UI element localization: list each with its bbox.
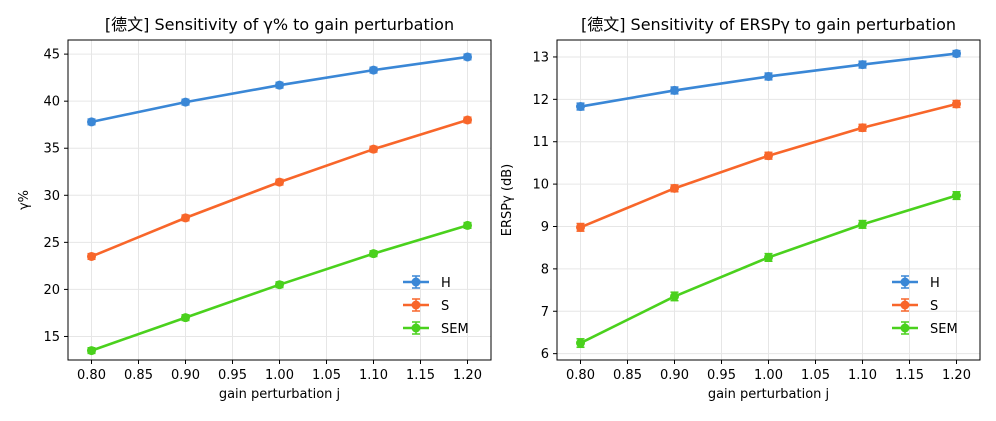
x-tick-label: 0.80 xyxy=(566,368,595,383)
y-tick-label: 15 xyxy=(43,330,60,345)
series-s xyxy=(576,99,961,232)
series-sem xyxy=(576,190,961,349)
y-tick-label: 30 xyxy=(43,189,60,204)
series-h xyxy=(576,49,961,112)
y-tick-label: 11 xyxy=(532,135,549,150)
data-point xyxy=(369,144,378,154)
chart-title: [德文] Sensitivity of ERSPγ to gain pertur… xyxy=(581,15,956,34)
data-point xyxy=(181,313,190,323)
chart-title: [德文] Sensitivity of γ% to gain perturbat… xyxy=(105,15,454,34)
data-point xyxy=(275,280,284,290)
series-sem xyxy=(87,220,472,356)
y-tick-label: 8 xyxy=(541,262,549,277)
y-tick-label: 25 xyxy=(43,236,60,251)
x-tick-label: 0.85 xyxy=(124,368,153,383)
x-tick-label: 1.05 xyxy=(312,368,341,383)
legend-marker xyxy=(900,300,910,310)
data-point xyxy=(952,191,961,201)
y-axis-label: ERSPγ (dB) xyxy=(500,164,515,236)
x-tick-label: 1.15 xyxy=(895,368,924,383)
x-tick-label: 1.00 xyxy=(265,368,294,383)
x-tick-label: 0.95 xyxy=(218,368,247,383)
y-tick-label: 40 xyxy=(43,95,60,110)
series-s xyxy=(87,115,472,261)
data-point xyxy=(181,97,190,107)
x-axis-label: gain perturbation j xyxy=(219,387,340,402)
x-axis-label: gain perturbation j xyxy=(708,387,829,402)
data-point xyxy=(87,346,96,356)
data-point xyxy=(369,249,378,259)
data-point xyxy=(858,219,867,229)
legend: HS SEM xyxy=(892,275,958,337)
legend-label: H xyxy=(930,276,940,291)
legend-label: SEM xyxy=(930,322,958,337)
x-tick-label: 1.10 xyxy=(359,368,388,383)
chart-panel-2: 0.80 0.85 0.90 0.95 1.00 1.05 1.10 1.15 1.20 6 7 8 9… xyxy=(500,15,981,402)
data-point xyxy=(670,85,679,95)
x-tick-label: 0.85 xyxy=(613,368,642,383)
y-tick-label: 20 xyxy=(43,283,60,298)
x-tick-label: 1.15 xyxy=(406,368,435,383)
data-point xyxy=(87,117,96,127)
data-point xyxy=(369,65,378,75)
y-tick-label: 6 xyxy=(541,347,549,362)
legend-marker xyxy=(411,323,421,333)
data-point xyxy=(275,80,284,90)
chart-panel-1: 0.80 0.85 0.90 0.95 1.00 1.05 1.10 1.15 1.20 15 20… xyxy=(17,15,492,402)
data-point xyxy=(87,251,96,261)
legend-marker xyxy=(900,323,910,333)
data-point xyxy=(670,183,679,193)
data-point xyxy=(463,115,472,125)
data-point xyxy=(576,102,585,112)
x-tick-label: 1.20 xyxy=(453,368,482,383)
data-point xyxy=(463,52,472,62)
x-tick-label: 0.90 xyxy=(660,368,689,383)
data-point xyxy=(275,177,284,187)
legend-marker xyxy=(900,277,910,287)
x-tick-label: 1.20 xyxy=(942,368,971,383)
x-tick-label: 1.05 xyxy=(801,368,830,383)
y-tick-label: 12 xyxy=(532,93,549,108)
data-point xyxy=(764,252,773,262)
y-tick-label: 7 xyxy=(541,305,549,320)
data-point xyxy=(463,220,472,230)
legend-marker xyxy=(411,300,421,310)
y-tick-label: 45 xyxy=(43,48,60,63)
data-point xyxy=(764,71,773,81)
x-tick-label: 1.10 xyxy=(848,368,877,383)
y-axis-label: γ% xyxy=(17,190,32,210)
x-tick-label: 0.90 xyxy=(171,368,200,383)
legend-label: H xyxy=(441,276,451,291)
x-tick-label: 1.00 xyxy=(754,368,783,383)
data-point xyxy=(952,99,961,109)
y-tick-label: 13 xyxy=(532,50,549,65)
data-point xyxy=(764,151,773,161)
y-tick-label: 35 xyxy=(43,142,60,157)
x-tick-label: 0.80 xyxy=(77,368,106,383)
data-point xyxy=(952,49,961,59)
data-point xyxy=(576,222,585,232)
data-point xyxy=(858,60,867,70)
data-point xyxy=(858,123,867,133)
y-tick-label: 10 xyxy=(532,178,549,193)
data-point xyxy=(576,338,585,348)
series-h xyxy=(87,52,472,127)
legend-label: SEM xyxy=(441,322,469,337)
y-tick-label: 9 xyxy=(541,220,549,235)
legend-label: S xyxy=(441,299,449,314)
x-tick-label: 0.95 xyxy=(707,368,736,383)
legend: HS SEM xyxy=(403,275,469,337)
legend-marker xyxy=(411,277,421,287)
data-point xyxy=(181,213,190,223)
data-point xyxy=(670,291,679,301)
legend-label: S xyxy=(930,299,938,314)
